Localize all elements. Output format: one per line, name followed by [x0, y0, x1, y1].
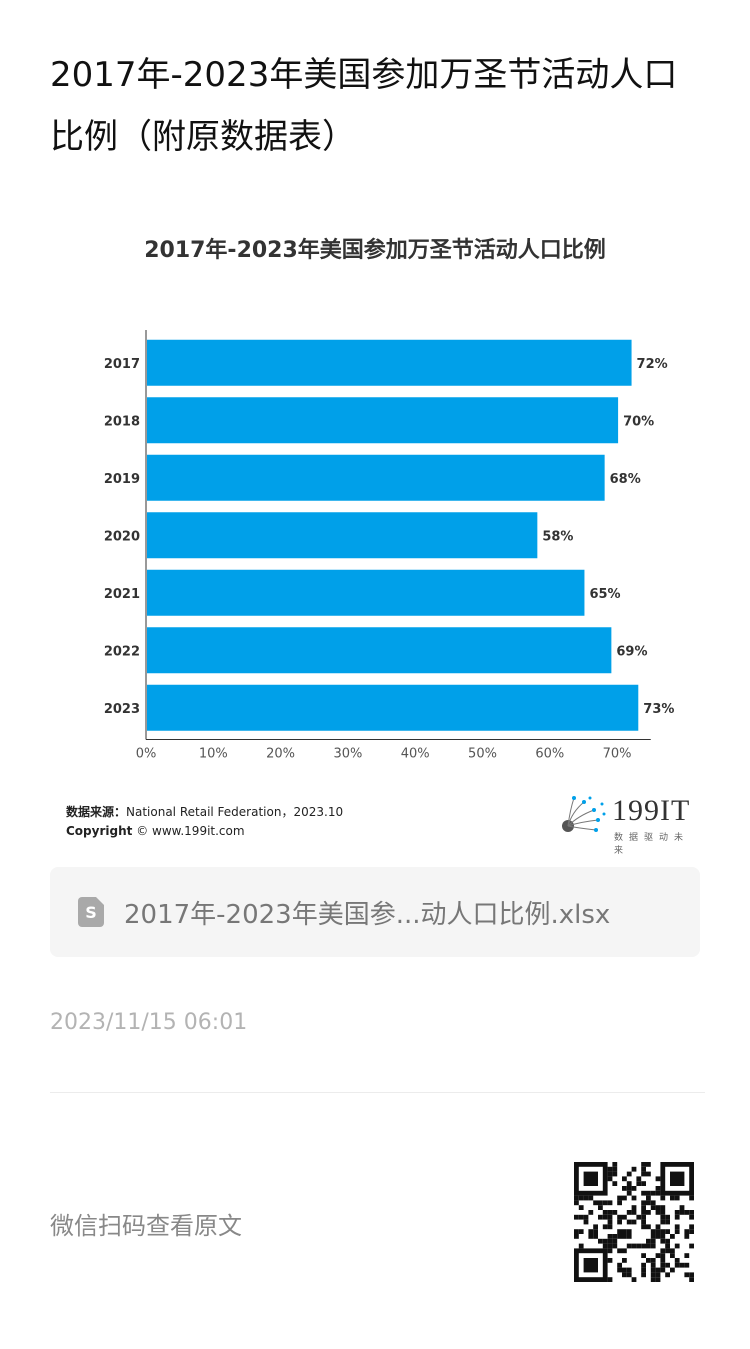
source-label: 数据来源：	[66, 805, 127, 819]
category-label-2022: 2022	[104, 644, 140, 659]
page-title: 2017年-2023年美国参加万圣节活动人口比例（附原数据表）	[50, 55, 678, 157]
scan-to-read-label: 微信扫码查看原文	[50, 1212, 242, 1240]
category-label-2021: 2021	[104, 587, 140, 602]
x-tick-label: 50%	[468, 747, 497, 762]
source-line: 数据来源：National Retail Federation，2023.10	[66, 803, 343, 820]
data-label-2018: 70%	[623, 414, 654, 429]
bar-2022	[147, 627, 612, 674]
category-label-2018: 2018	[104, 414, 140, 429]
category-label-2023: 2023	[104, 702, 140, 717]
x-tick-label: 10%	[199, 747, 228, 762]
dandelion-logo-icon	[562, 796, 606, 832]
attachment-file[interactable]: S 2017年-2023年美国参...动人口比例.xlsx	[50, 867, 700, 957]
category-label-2020: 2020	[104, 529, 140, 544]
data-label-2017: 72%	[637, 357, 668, 372]
chart-title: 2017年-2023年美国参加万圣节活动人口比例	[144, 238, 606, 263]
logo-subtitle: 数据驱动未来	[614, 833, 690, 856]
publish-timestamp: 2023/11/15 06:01	[50, 1010, 248, 1035]
data-label-2023: 73%	[643, 702, 674, 717]
copyright-text: © www.199it.com	[136, 824, 245, 838]
data-label-2021: 65%	[589, 587, 620, 602]
attachment-file-name[interactable]: 2017年-2023年美国参...动人口比例.xlsx	[124, 899, 611, 930]
copyright-line: Copyright © www.199it.com	[66, 824, 245, 838]
x-tick-label: 60%	[535, 747, 564, 762]
spreadsheet-file-icon: S	[78, 897, 104, 927]
copyright-label: Copyright	[66, 824, 133, 838]
x-tick-label: 70%	[603, 747, 632, 762]
source-text: National Retail Federation，2023.10	[126, 805, 344, 819]
bar-2017	[147, 339, 632, 386]
x-tick-label: 20%	[266, 747, 295, 762]
brand-logo: 199IT 数据驱动未来	[558, 792, 698, 856]
category-label-2017: 2017	[104, 357, 140, 372]
divider	[50, 1092, 705, 1093]
bar-2020	[147, 512, 538, 559]
bar-2019	[147, 454, 605, 501]
category-label-2019: 2019	[104, 472, 140, 487]
bar-2023	[147, 684, 639, 731]
x-tick-label: 30%	[333, 747, 362, 762]
bar-chart: 2017 72% 2018 70% 2019 68% 2020 58% 2021 65% 2022 6…	[104, 330, 674, 762]
x-tick-label: 40%	[401, 747, 430, 762]
bar-2018	[147, 397, 619, 444]
data-label-2019: 68%	[610, 472, 641, 487]
data-label-2020: 58%	[542, 529, 573, 544]
data-label-2022: 69%	[616, 644, 647, 659]
logo-text: 199IT	[612, 794, 691, 827]
x-tick-label: 0%	[136, 747, 157, 762]
chart-card: 2017年-2023年美国参加万圣节活动人口比例 2017 72% 2018 70% 2…	[50, 210, 700, 856]
bar-2021	[147, 569, 585, 616]
file-icon-glyph: S	[85, 902, 97, 922]
qr-code-icon[interactable]	[574, 1162, 694, 1282]
